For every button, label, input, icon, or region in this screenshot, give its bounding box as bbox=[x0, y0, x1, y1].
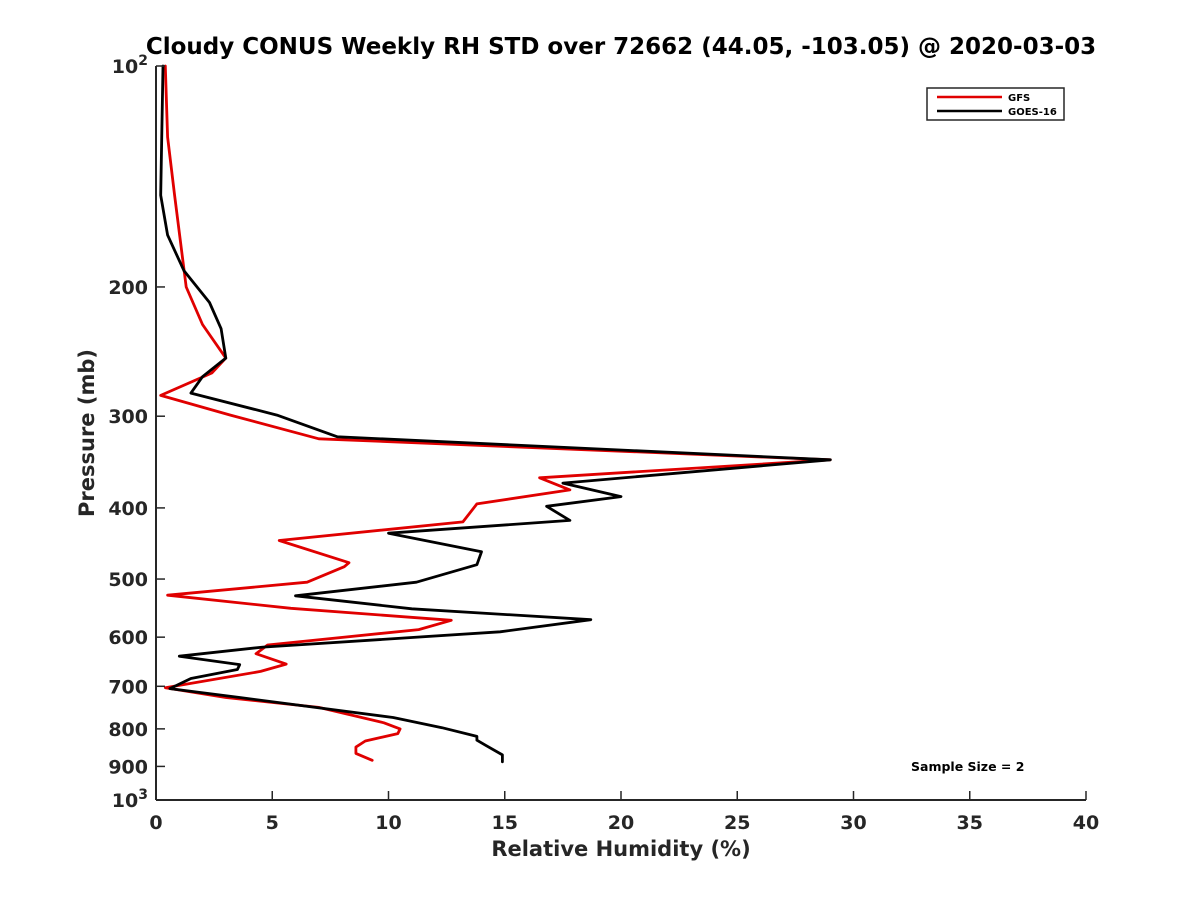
y-axis-label: Pressure (mb) bbox=[75, 349, 99, 517]
legend: GFS GOES-16 bbox=[926, 87, 1065, 121]
y-tick-label: 103 bbox=[112, 787, 148, 812]
x-tick-label: 40 bbox=[1073, 812, 1099, 834]
x-axis-label: Relative Humidity (%) bbox=[491, 837, 750, 861]
x-tick-label: 15 bbox=[492, 812, 518, 834]
y-tick-label: 600 bbox=[108, 627, 148, 649]
y-tick-label: 500 bbox=[108, 569, 148, 591]
x-tick-label: 10 bbox=[375, 812, 401, 834]
y-tick-label: 300 bbox=[108, 406, 148, 428]
y-tick-label: 700 bbox=[108, 676, 148, 698]
x-tick-label: 5 bbox=[266, 812, 279, 834]
plot-area: 0 5 10 15 20 25 30 35 40 102 200 300 400 500 600 700 80… bbox=[108, 53, 1099, 834]
x-tick-label: 20 bbox=[608, 812, 634, 834]
x-tick-label: 30 bbox=[840, 812, 866, 834]
chart-title: Cloudy CONUS Weekly RH STD over 72662 (4… bbox=[146, 34, 1096, 60]
y-tick-label: 200 bbox=[108, 277, 148, 299]
x-ticks: 0 5 10 15 20 25 30 35 40 bbox=[149, 791, 1099, 834]
y-tick-label: 800 bbox=[108, 719, 148, 741]
legend-label-gfs: GFS bbox=[1008, 93, 1030, 104]
legend-box bbox=[926, 87, 1065, 121]
series-layer bbox=[159, 64, 832, 764]
y-tick-label: 400 bbox=[108, 498, 148, 520]
y-ticks: 102 200 300 400 500 600 700 800 900 103 bbox=[108, 53, 165, 812]
x-tick-label: 25 bbox=[724, 812, 750, 834]
y-tick-label: 900 bbox=[108, 756, 148, 778]
y-tick-label: 102 bbox=[112, 53, 148, 78]
sample-size-annotation: Sample Size = 2 bbox=[911, 759, 1024, 774]
legend-label-goes16: GOES-16 bbox=[1008, 107, 1057, 118]
series-line-gfs bbox=[159, 64, 832, 762]
x-tick-label: 35 bbox=[957, 812, 983, 834]
x-tick-label: 0 bbox=[149, 812, 162, 834]
series-line-goes16 bbox=[159, 64, 832, 764]
